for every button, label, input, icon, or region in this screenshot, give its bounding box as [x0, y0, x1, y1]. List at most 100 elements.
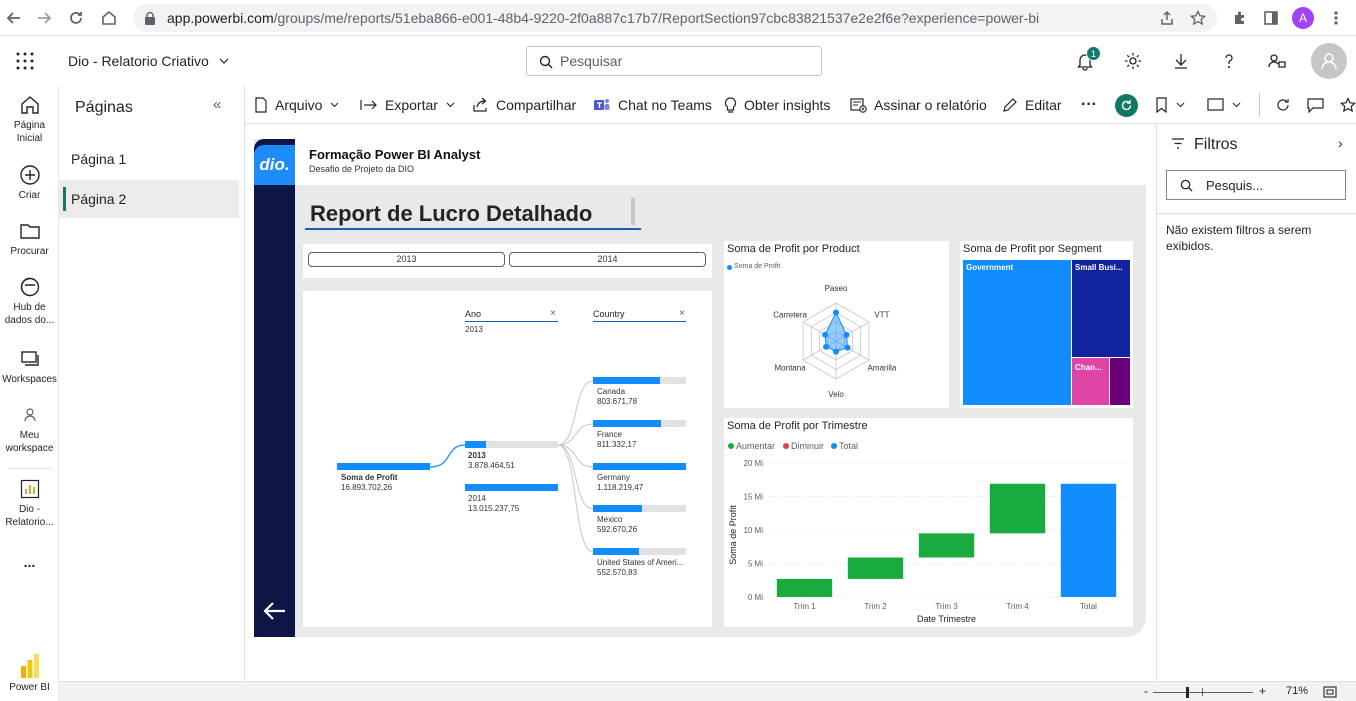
rail-data-hub[interactable]: Hub de dados do...: [0, 276, 59, 327]
forward-icon[interactable]: [32, 6, 56, 30]
collapse-filters-icon[interactable]: ›: [1338, 135, 1343, 151]
subscribe-button[interactable]: Assinar o relatório: [850, 86, 987, 124]
decomp-col-country[interactable]: Country: [593, 309, 625, 319]
waterfall-bar: [989, 483, 1046, 534]
legend-increase: Aumentar: [736, 441, 776, 451]
decomp-country-bar[interactable]: [593, 420, 686, 427]
comment-icon[interactable]: [1307, 97, 1324, 118]
radar-axis-line: [802, 340, 837, 361]
treemap-tile-small-business[interactable]: Small Busi...: [1072, 260, 1130, 357]
treemap-tile-channel[interactable]: Chan...: [1072, 358, 1109, 405]
waterfall-y-tick-label: 10 Mi: [743, 526, 763, 535]
decomp-year-value: 13.015.237,75: [468, 504, 520, 513]
export-arrow-icon: [360, 100, 377, 110]
back-icon[interactable]: [2, 6, 26, 30]
radar-axis-label: Carretera: [773, 311, 807, 320]
account-avatar[interactable]: [1311, 43, 1347, 79]
treemap-tile-government[interactable]: Government: [963, 260, 1071, 405]
reload-icon[interactable]: [64, 6, 88, 30]
subscribe-icon: [850, 98, 867, 113]
remove-level-country-icon[interactable]: ×: [679, 308, 685, 319]
radar-point: [822, 331, 829, 338]
filters-search-input[interactable]: Pesquis...: [1166, 170, 1346, 200]
zoom-slider-thumb[interactable]: [1186, 687, 1189, 698]
rail-home[interactable]: Página Inicial: [0, 94, 59, 145]
bookmark-button[interactable]: [1155, 97, 1185, 118]
view-button[interactable]: [1207, 98, 1243, 117]
reset-button[interactable]: [1115, 94, 1138, 117]
app-launcher-icon[interactable]: [15, 51, 35, 76]
search-input[interactable]: Pesquisar: [526, 46, 822, 76]
side-panel-icon[interactable]: [1259, 6, 1283, 30]
radar-axis-label: Paseo: [825, 284, 848, 293]
rail-more-button[interactable]: ...: [23, 554, 36, 570]
feedback-icon[interactable]: [1267, 51, 1287, 76]
settings-gear-icon[interactable]: [1123, 51, 1143, 76]
decomp-col-ano[interactable]: Ano: [465, 309, 482, 319]
slicer-option-2014[interactable]: 2014: [509, 252, 706, 267]
radar-plot: Paseo VTT Amarilla Velo Montana Carretera: [773, 284, 897, 399]
report-name-dropdown[interactable]: Dio - Relatorio Criativo: [68, 53, 229, 69]
search-icon: [539, 55, 553, 69]
rail-browse[interactable]: Procurar: [0, 220, 59, 258]
page-tab-2[interactable]: Página 2: [59, 180, 239, 218]
powerbi-logo-icon: [20, 654, 39, 678]
report-header-band: Formação Power BI Analyst Desafio de Pro…: [295, 139, 1146, 185]
share-button[interactable]: Compartilhar: [472, 86, 576, 124]
remove-level-ano-icon[interactable]: ×: [550, 308, 556, 319]
decomp-year-bar-2013[interactable]: [465, 441, 558, 448]
file-menu-button[interactable]: Arquivo: [254, 86, 346, 124]
decomp-year-bar-2014[interactable]: [465, 484, 558, 491]
export-button[interactable]: Exportar: [360, 86, 462, 124]
share-page-icon[interactable]: [1159, 10, 1175, 26]
report-icon: [20, 479, 39, 499]
favorite-star-icon[interactable]: [1340, 97, 1356, 118]
treemap-title: Soma de Profit por Segment: [963, 243, 1102, 255]
decomp-col-underline: [465, 321, 558, 322]
nav-rail: Página Inicial Criar Procurar Hub de dados…: [0, 86, 59, 701]
waterfall-chart: Soma de Profit por Trimestre Aumentar Di…: [724, 418, 1133, 627]
browser-menu-icon[interactable]: [1324, 6, 1348, 30]
home-icon: [20, 96, 39, 114]
rail-my-workspace[interactable]: Meu workspace: [0, 404, 59, 455]
fit-to-page-icon[interactable]: [1323, 686, 1337, 701]
zoom-slider[interactable]: [1153, 692, 1253, 693]
extensions-icon[interactable]: [1228, 6, 1252, 30]
help-icon[interactable]: [1219, 51, 1239, 76]
view-icon: [1207, 98, 1241, 111]
decomp-country-bar[interactable]: [593, 548, 686, 555]
rail-workspaces[interactable]: Workspaces: [0, 348, 59, 386]
zoom-in-button[interactable]: +: [1259, 684, 1267, 698]
back-arrow-button[interactable]: [262, 601, 286, 626]
treemap-tile-other[interactable]: [1110, 358, 1130, 405]
decomp-country-bar[interactable]: [593, 463, 686, 470]
zoom-out-button[interactable]: -: [1144, 684, 1148, 698]
home-icon[interactable]: [97, 6, 121, 30]
radar-axis-line: [802, 321, 837, 342]
decomp-country-bar[interactable]: [593, 377, 686, 384]
rail-create[interactable]: Criar: [0, 164, 59, 202]
legend-dot: [728, 443, 734, 449]
bookmark-star-icon[interactable]: [1190, 10, 1206, 26]
decomp-country-bar[interactable]: [593, 505, 686, 512]
page-tab-1[interactable]: Página 1: [71, 151, 127, 167]
refresh-icon[interactable]: [1275, 97, 1291, 118]
toolbar-more-button[interactable]: ···: [1081, 96, 1097, 113]
teams-chat-button[interactable]: Chat no Teams: [593, 86, 712, 124]
rail-current-report[interactable]: Dio - Relatorio...: [0, 478, 59, 529]
radar-axis-line: [835, 340, 870, 361]
decomp-country-value: 592.670,26: [597, 525, 638, 534]
profile-avatar[interactable]: A: [1292, 7, 1314, 29]
decomp-year-label: 2014: [468, 494, 486, 503]
slicer-option-2013[interactable]: 2013: [308, 252, 505, 267]
pages-title: Páginas: [75, 99, 133, 116]
address-bar[interactable]: app.powerbi.com/groups/me/reports/51eba8…: [133, 4, 1217, 32]
decomp-root-bar[interactable]: [337, 463, 430, 470]
workspaces-icon: [20, 351, 39, 366]
radar-axis-label: Amarilla: [867, 364, 896, 373]
collapse-pages-icon[interactable]: «: [213, 96, 222, 113]
download-icon[interactable]: [1171, 51, 1191, 76]
insights-button[interactable]: Obter insights: [724, 86, 830, 124]
edit-button[interactable]: Editar: [1002, 86, 1062, 124]
bookmark-icon: [1156, 97, 1185, 114]
